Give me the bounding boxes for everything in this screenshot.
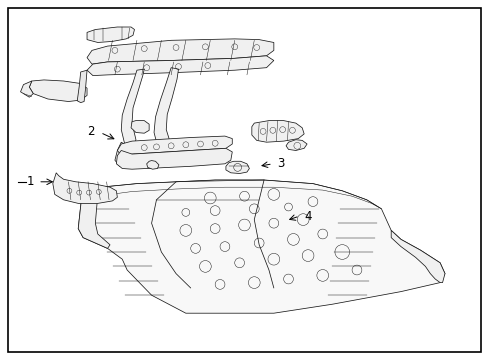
Polygon shape — [117, 136, 232, 156]
Polygon shape — [146, 161, 159, 169]
Polygon shape — [77, 70, 87, 103]
Text: 2: 2 — [86, 125, 94, 138]
Polygon shape — [115, 142, 136, 167]
Polygon shape — [29, 80, 87, 102]
Polygon shape — [154, 68, 178, 154]
Polygon shape — [20, 81, 33, 97]
Polygon shape — [285, 140, 306, 150]
Polygon shape — [78, 193, 110, 248]
Polygon shape — [87, 56, 273, 76]
Polygon shape — [87, 27, 134, 42]
Polygon shape — [390, 230, 444, 283]
Text: 4: 4 — [304, 210, 311, 222]
Text: 1: 1 — [26, 175, 34, 188]
Polygon shape — [78, 180, 444, 313]
Polygon shape — [225, 161, 249, 174]
Polygon shape — [87, 39, 273, 64]
Polygon shape — [131, 121, 149, 133]
Polygon shape — [116, 148, 232, 169]
Text: 3: 3 — [277, 157, 285, 170]
Polygon shape — [53, 173, 117, 203]
Polygon shape — [121, 69, 144, 151]
Polygon shape — [251, 121, 304, 142]
